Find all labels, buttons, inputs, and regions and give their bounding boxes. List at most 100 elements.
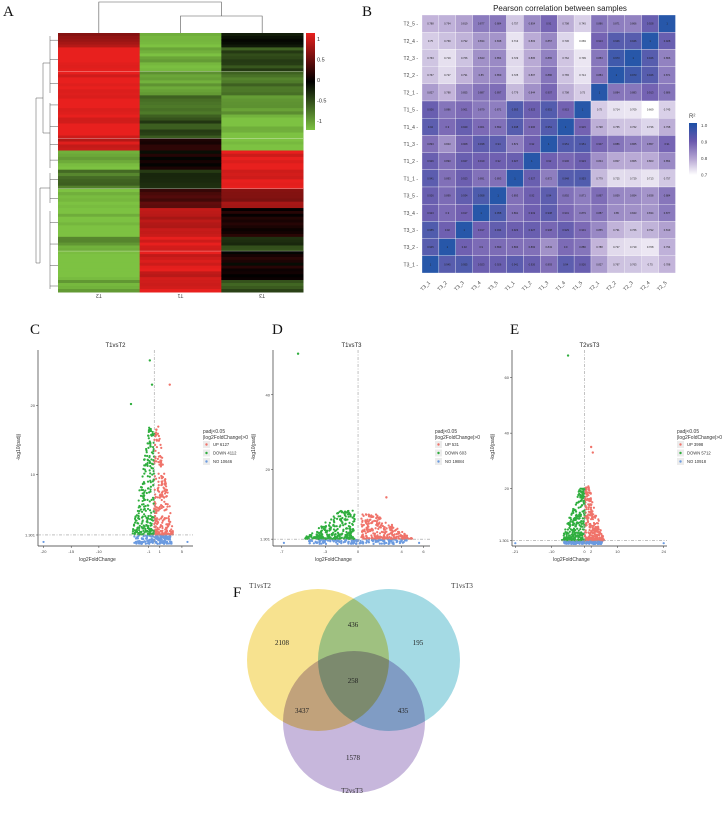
heatmap-cell: [139, 251, 222, 255]
point-up: [159, 443, 162, 447]
point-up: [375, 516, 378, 519]
correlation-value: 0.934: [495, 228, 502, 232]
heatmap-cell: [221, 47, 304, 51]
heatmap-cell: [58, 59, 141, 63]
correlation-value: 0.854: [529, 22, 536, 26]
column-label: T2_5: [656, 280, 668, 292]
heatmap-cell: [58, 219, 141, 223]
heatmap-cell: [58, 271, 141, 275]
point-down: [149, 488, 152, 491]
point-up: [589, 514, 592, 517]
heatmap-cell: [58, 65, 141, 69]
point-down: [335, 517, 339, 520]
point-up: [390, 523, 394, 526]
point-up: [598, 531, 602, 534]
correlation-value: 0.948: [562, 176, 569, 180]
heatmap-cell: [221, 123, 304, 128]
point-up: [156, 496, 159, 499]
heatmap-cell: [221, 147, 304, 152]
heatmap-cell: [139, 188, 222, 193]
point-up: [165, 526, 168, 529]
heatmap-cell: [139, 95, 222, 100]
point-down: [577, 529, 580, 532]
correlation-value: 0.843: [478, 56, 485, 60]
y-tick-label: 20: [505, 486, 510, 491]
heatmap-cell: [58, 198, 141, 203]
point-down: [339, 524, 342, 527]
point-down: [149, 429, 152, 433]
point-down: [320, 532, 323, 536]
correlation-value: 0.915: [579, 125, 586, 129]
point-down: [147, 446, 150, 449]
correlation-value: 0.762: [630, 125, 637, 129]
point-not-significant: [326, 539, 330, 542]
correlation-value: 0.708: [647, 245, 654, 249]
point-up: [592, 527, 595, 531]
correlation-value: 0.745: [579, 22, 586, 26]
point-not-significant: [385, 541, 388, 545]
row-label: T2_2 -: [404, 73, 419, 79]
heatmap-cell: [221, 219, 304, 223]
point-not-significant: [662, 542, 665, 545]
point-down: [579, 538, 582, 542]
heatmap-cell: [139, 289, 222, 293]
correlation-value: 0.884: [495, 22, 502, 26]
point-not-significant: [365, 541, 368, 544]
heatmap-cell: [221, 289, 304, 293]
point-down: [132, 524, 136, 527]
point-up: [160, 482, 164, 485]
correlation-value: 0.91: [546, 22, 552, 26]
point-up: [407, 537, 411, 540]
correlation-value: 0.945: [427, 245, 434, 249]
legend-tick: 1.0: [701, 123, 708, 128]
point-down: [351, 535, 354, 539]
correlation-value: 0.915: [562, 108, 569, 112]
point-down: [570, 536, 573, 539]
column-label: T1_4: [555, 280, 567, 292]
point-not-significant: [387, 542, 390, 545]
heatmap-cell: [58, 68, 141, 72]
heatmap-cell: [139, 262, 222, 267]
point-up: [587, 503, 590, 506]
heatmap-column-label: T3: [259, 292, 265, 298]
point-up: [362, 514, 365, 517]
point-up: [162, 486, 165, 489]
point-up: [592, 506, 595, 509]
point-down: [333, 516, 336, 520]
heatmap-cell: [221, 44, 304, 48]
point-up: [364, 532, 367, 535]
point-up: [584, 491, 587, 494]
point-up: [167, 516, 170, 520]
point-up: [377, 527, 380, 530]
correlation-value: 0.871: [495, 108, 502, 112]
point-down: [571, 531, 574, 534]
point-not-significant: [367, 540, 370, 544]
heatmap-cell: [221, 222, 304, 226]
point-down: [134, 515, 137, 518]
heatmap-cell: [58, 254, 141, 258]
point-down: [328, 537, 331, 540]
point-up: [367, 522, 370, 525]
point-down: [348, 534, 351, 537]
correlation-value: 0.94: [428, 125, 434, 129]
heatmap-cell: [58, 179, 141, 183]
heatmap-cell: [139, 256, 222, 261]
heatmap-cell: [221, 245, 304, 249]
correlation-value: 0.923: [427, 211, 434, 215]
point-up: [370, 534, 373, 537]
point-up: [370, 522, 373, 525]
panel-label-d: D: [272, 322, 283, 338]
heatmap-cell: [58, 192, 141, 196]
correlation-value: 1: [633, 56, 635, 60]
point-down: [312, 537, 315, 540]
point-up: [594, 533, 597, 536]
point-up: [587, 536, 590, 539]
point-not-significant: [320, 542, 323, 545]
point-up: [367, 515, 371, 518]
point-down: [582, 490, 585, 493]
venn-region-count: 435: [398, 707, 409, 715]
point-up: [159, 454, 162, 458]
point-down: [347, 524, 350, 528]
heatmap-cell: [139, 144, 222, 149]
heatmap-cell: [139, 192, 222, 196]
